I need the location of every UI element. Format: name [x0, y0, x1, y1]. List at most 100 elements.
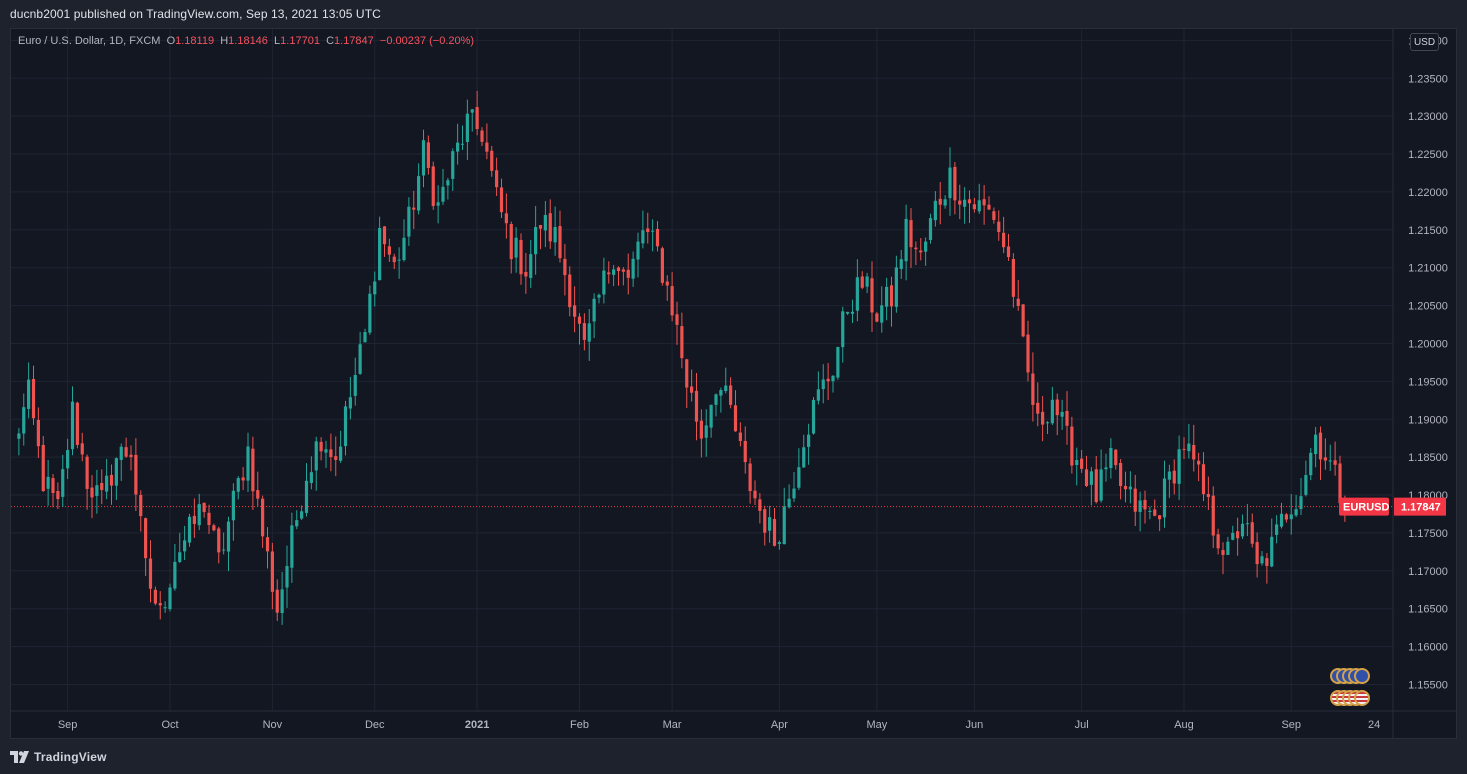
candle-body[interactable] [880, 305, 884, 323]
candle-body[interactable] [1070, 426, 1074, 466]
candle-body[interactable] [1245, 523, 1249, 525]
candle-body[interactable] [1050, 399, 1054, 424]
candle-body[interactable] [782, 506, 786, 545]
candle-body[interactable] [807, 434, 811, 447]
candle-body[interactable] [1250, 522, 1254, 544]
candle-body[interactable] [870, 278, 874, 313]
candle-body[interactable] [885, 286, 889, 307]
candle-body[interactable] [670, 286, 674, 316]
candle-body[interactable] [982, 199, 986, 206]
candle-body[interactable] [763, 509, 767, 533]
candle-body[interactable] [1055, 399, 1059, 416]
candle-body[interactable] [475, 107, 479, 130]
candle-body[interactable] [144, 518, 148, 559]
candle-body[interactable] [241, 477, 245, 481]
candle-body[interactable] [860, 276, 864, 288]
candle-body[interactable] [300, 511, 304, 519]
candle-body[interactable] [95, 485, 99, 497]
candle-body[interactable] [436, 202, 440, 206]
candle-body[interactable] [295, 520, 299, 527]
candle-body[interactable] [699, 420, 703, 439]
candle-body[interactable] [1138, 500, 1142, 512]
candle-body[interactable] [1045, 422, 1050, 424]
candle-body[interactable] [382, 226, 387, 245]
candle-body[interactable] [397, 259, 401, 261]
candle-body[interactable] [460, 143, 465, 145]
candle-body[interactable] [1279, 513, 1284, 527]
candle-body[interactable] [456, 142, 460, 152]
candle-body[interactable] [202, 502, 206, 512]
candle-body[interactable] [850, 311, 855, 314]
candle-body[interactable] [129, 454, 133, 458]
candle-body[interactable] [465, 113, 469, 142]
candle-body[interactable] [836, 346, 840, 378]
candle-body[interactable] [529, 254, 533, 278]
candle-body[interactable] [1328, 460, 1332, 462]
candle-body[interactable] [958, 200, 962, 205]
candle-body[interactable] [290, 525, 294, 568]
candle-body[interactable] [353, 375, 357, 396]
candle-body[interactable] [80, 443, 84, 455]
candle-body[interactable] [392, 256, 396, 263]
candle-body[interactable] [378, 227, 382, 281]
candle-body[interactable] [226, 521, 231, 552]
candle-body[interactable] [236, 478, 240, 492]
candle-body[interactable] [831, 375, 835, 382]
candle-body[interactable] [714, 394, 718, 405]
candle-body[interactable] [938, 198, 942, 205]
candle-body[interactable] [967, 199, 972, 204]
candle-body[interactable] [597, 294, 601, 298]
candle-body[interactable] [865, 276, 869, 287]
candle-body[interactable] [1216, 534, 1220, 549]
candle-body[interactable] [36, 419, 40, 447]
candle-body[interactable] [470, 109, 474, 113]
candle-body[interactable] [1104, 467, 1108, 470]
candle-body[interactable] [1060, 411, 1064, 417]
candle-body[interactable] [1036, 402, 1040, 414]
candle-body[interactable] [265, 537, 270, 552]
candle-body[interactable] [1206, 494, 1210, 497]
candle-body[interactable] [163, 607, 167, 609]
candle-body[interactable] [178, 552, 182, 562]
candle-body[interactable] [1016, 298, 1020, 306]
candle-body[interactable] [173, 561, 177, 589]
candle-body[interactable] [1338, 463, 1342, 504]
candle-body[interactable] [846, 311, 850, 314]
candle-body[interactable] [1128, 486, 1132, 490]
candle-body[interactable] [1041, 411, 1045, 425]
candle-body[interactable] [563, 258, 567, 276]
candle-body[interactable] [339, 446, 343, 461]
candle-body[interactable] [709, 404, 713, 428]
candle-body[interactable] [217, 528, 221, 553]
candle-body[interactable] [909, 220, 913, 248]
candle-body[interactable] [1148, 510, 1152, 512]
candle-body[interactable] [304, 480, 309, 513]
candle-body[interactable] [109, 474, 114, 486]
currency-button[interactable]: USD [1410, 33, 1439, 51]
candle-body[interactable] [875, 313, 879, 322]
candle-body[interactable] [329, 449, 333, 458]
candle-body[interactable] [412, 207, 416, 210]
candle-body[interactable] [480, 130, 484, 142]
candle-body[interactable] [524, 271, 528, 277]
candle-body[interactable] [855, 277, 859, 311]
candle-body[interactable] [490, 150, 494, 171]
candle-body[interactable] [1187, 443, 1191, 452]
candle-body[interactable] [1153, 509, 1157, 516]
candle-body[interactable] [51, 478, 55, 494]
candle-body[interactable] [1031, 373, 1035, 405]
candle-body[interactable] [1162, 478, 1167, 518]
candle-body[interactable] [27, 379, 31, 409]
candle-body[interactable] [704, 425, 708, 438]
candle-body[interactable] [972, 204, 976, 210]
candle-body[interactable] [607, 272, 611, 275]
candle-body[interactable] [504, 213, 508, 224]
candle-body[interactable] [534, 227, 538, 255]
candle-body[interactable] [1309, 452, 1313, 476]
candle-body[interactable] [977, 200, 981, 212]
candle-body[interactable] [558, 226, 562, 259]
candle-body[interactable] [948, 167, 952, 199]
candle-body[interactable] [1094, 469, 1098, 503]
candle-body[interactable] [1123, 485, 1128, 490]
candle-body[interactable] [1177, 449, 1181, 484]
